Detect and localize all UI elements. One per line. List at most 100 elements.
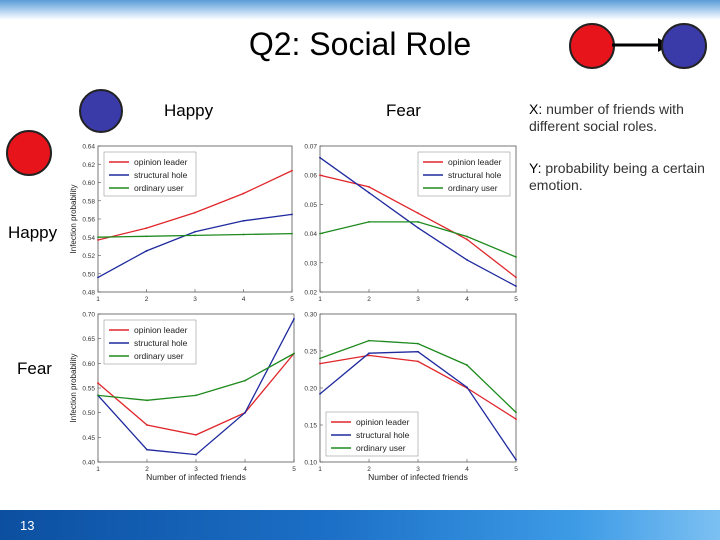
data-point	[368, 354, 370, 357]
y-tick-label: 0.64	[82, 144, 95, 151]
data-point	[146, 424, 148, 426]
data-point	[194, 230, 196, 233]
data-point	[417, 360, 419, 363]
data-point	[319, 362, 321, 365]
data-point	[515, 285, 517, 288]
legend-label: ordinary user	[134, 183, 184, 193]
x-tick-label: 5	[514, 296, 518, 303]
y-axis-label: Infection probability	[69, 185, 78, 254]
data-point	[417, 350, 419, 353]
y-tick-label: 0.05	[304, 202, 317, 209]
chart-happy-happy: 0.48 0.50 0.52 0.54 0.56 0.58 0.60 0.62 0.64 1 2 3 4…	[69, 144, 294, 304]
x-tick-label: 2	[367, 296, 371, 303]
legend-label: opinion leader	[134, 157, 188, 167]
data-point	[195, 433, 197, 436]
y-tick-label: 0.54	[82, 235, 95, 242]
row-label-happy: Happy	[8, 223, 58, 242]
data-point	[466, 386, 468, 389]
y-tick-label: 0.25	[304, 349, 317, 356]
x-axis-label: Number of infected friends	[368, 472, 468, 482]
data-point	[368, 352, 370, 355]
data-point	[244, 379, 246, 382]
y-tick-label: 0.04	[304, 231, 317, 238]
x-tick-label: 5	[514, 466, 518, 473]
y-tick-label: 0.06	[304, 173, 317, 180]
x-description-prefix: X:	[529, 101, 543, 117]
legend-label: opinion leader	[356, 417, 410, 427]
data-point	[195, 453, 197, 456]
x-tick-label: 1	[318, 466, 322, 473]
data-point	[417, 221, 419, 223]
x-tick-label: 2	[145, 296, 149, 303]
data-point	[368, 221, 370, 223]
y-description-prefix: Y:	[529, 160, 542, 176]
data-point	[194, 211, 196, 214]
x-tick-label: 5	[290, 296, 294, 303]
data-point	[145, 227, 148, 230]
data-point	[242, 233, 245, 236]
data-point	[145, 250, 148, 252]
y-tick-label: 0.30	[304, 312, 317, 319]
data-point	[368, 339, 370, 342]
data-point	[97, 394, 99, 397]
x-tick-label: 4	[465, 466, 469, 473]
y-tick-label: 0.20	[304, 386, 317, 393]
data-point	[97, 276, 99, 279]
y-tick-label: 0.50	[82, 410, 95, 417]
slide-number: 13	[20, 518, 35, 533]
legend-label: ordinary user	[448, 183, 498, 193]
data-point	[515, 256, 517, 258]
x-tick-label: 1	[96, 466, 100, 473]
x-description: X: number of friends with different soci…	[529, 101, 714, 135]
x-tick-label: 5	[292, 466, 296, 473]
y-description-text: probability being a certain emotion.	[529, 160, 705, 193]
data-point	[515, 458, 517, 461]
x-axis-label: Number of infected friends	[146, 472, 246, 482]
data-point	[368, 185, 370, 188]
x-tick-label: 4	[243, 466, 247, 473]
x-tick-label: 3	[416, 296, 420, 303]
y-axis-label: Infection probability	[69, 354, 78, 423]
data-point	[291, 232, 293, 235]
legend-label: opinion leader	[448, 157, 502, 167]
legend: opinion leader structural hole ordinary us…	[103, 151, 197, 197]
data-point	[146, 399, 148, 402]
x-tick-label: 4	[465, 296, 469, 303]
data-point	[319, 174, 321, 177]
data-point	[244, 411, 246, 414]
data-point	[319, 393, 321, 395]
row-node-icon	[6, 130, 52, 176]
data-point	[466, 235, 468, 238]
data-point	[319, 156, 321, 159]
x-tick-label: 1	[96, 296, 100, 303]
x-description-text: number of friends with different social …	[529, 101, 684, 134]
legend-label: ordinary user	[134, 351, 184, 361]
chart-fear-fear: 0.10 0.15 0.20 0.25 0.30 1 2 3 4 5 Number of infec…	[304, 312, 518, 483]
data-point	[293, 318, 295, 320]
data-point	[291, 213, 293, 216]
y-tick-label: 0.50	[82, 271, 95, 278]
column-label-fear: Fear	[386, 101, 421, 120]
data-point	[466, 258, 468, 261]
chart-happy-fear: 0.02 0.03 0.04 0.05 0.06 0.07 1 2 3 4 5 opinion lea…	[304, 144, 518, 304]
legend: opinion leader structural hole ordinary us…	[103, 319, 197, 365]
legend-label: structural hole	[134, 170, 188, 180]
data-point	[417, 342, 419, 345]
x-tick-label: 3	[416, 466, 420, 473]
data-point	[515, 276, 517, 279]
x-tick-label: 4	[242, 296, 246, 303]
data-point	[293, 352, 295, 355]
data-point	[145, 235, 148, 238]
data-point	[466, 364, 468, 366]
x-tick-label: 3	[194, 466, 198, 473]
data-point	[195, 394, 197, 397]
data-point	[97, 239, 99, 241]
data-point	[319, 357, 321, 360]
data-point	[368, 191, 370, 194]
data-point	[291, 169, 293, 172]
top-decor-band	[0, 0, 720, 20]
y-tick-label: 0.15	[304, 423, 317, 430]
legend-label: structural hole	[134, 338, 188, 348]
y-tick-label: 0.70	[82, 312, 95, 319]
data-point	[242, 219, 245, 222]
